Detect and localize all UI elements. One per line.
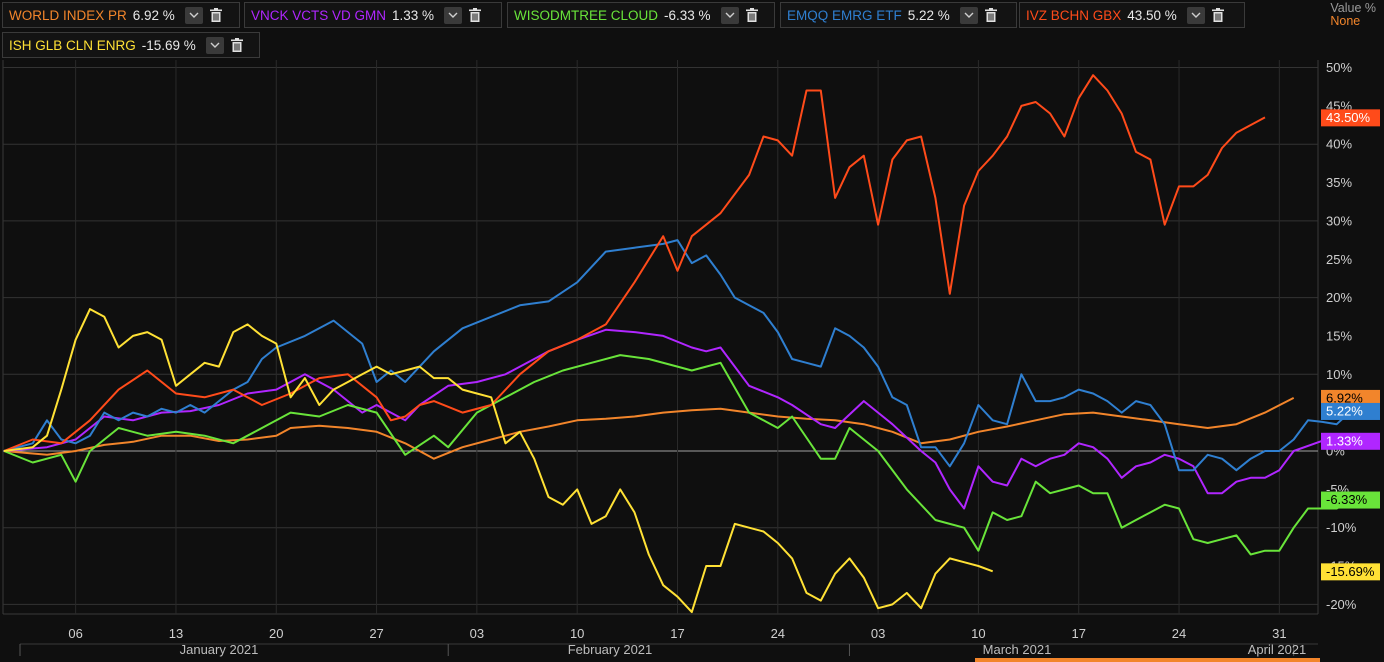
x-tick-label: 24 [771,626,785,641]
x-tick-label: 10 [570,626,584,641]
y-tick-label: 35% [1326,175,1352,190]
x-tick-label: 06 [68,626,82,641]
legend-name: WISODMTREE CLOUD [514,7,659,23]
legend-item-emqq[interactable]: EMQQ EMRG ETF 5.22 % [780,2,1017,28]
end-value-tag [1321,563,1380,581]
x-tick-label: 24 [1172,626,1186,641]
legend-value: 43.50 % [1127,7,1177,23]
y-tick-label: 25% [1326,252,1352,267]
month-label: February 2021 [568,642,653,657]
legend-item-vnck[interactable]: VNCK VCTS VD GMN 1.33 % [244,2,502,28]
x-tick-label: 03 [470,626,484,641]
legend-item-ivz[interactable]: IVZ BCHN GBX 43.50 % [1019,2,1245,28]
y-tick-label: 30% [1326,213,1352,228]
end-value-tag [1321,491,1380,509]
end-value-label: 5.22% [1326,403,1363,418]
x-tick-label: 13 [169,626,183,641]
month-highlight [975,658,1320,662]
legend-value: 5.22 % [907,7,950,23]
end-value-tag [1321,432,1380,450]
series-line-vnck-vcts-vd-gmn [3,328,1323,510]
legend-value: -15.69 % [141,37,196,53]
y-tick-label: -10% [1326,520,1357,535]
y-tick-label: 50% [1326,60,1352,75]
y-tick-label: 20% [1326,290,1352,305]
end-value-tag [1321,402,1380,420]
trash-icon[interactable] [1211,7,1225,23]
series-line-ivz-bchn-gbx [3,74,1266,452]
chevron-down-icon[interactable] [444,6,463,24]
x-tick-label: 27 [369,626,383,641]
series-line-ish-glb-cln-enrg [3,308,994,614]
y-tick-label: 40% [1326,137,1352,152]
y-tick-label: 10% [1326,367,1352,382]
legend-name: EMQQ EMRG ETF [787,7,902,23]
legend-item-wisdomtree[interactable]: WISODMTREE CLOUD -6.33 % [507,2,775,28]
legend-name: VNCK VCTS VD GMN [251,7,387,23]
chevron-down-icon[interactable] [720,6,739,24]
end-value-label: 1.33% [1326,433,1363,448]
month-label: March 2021 [983,642,1052,657]
end-value-label: 6.92% [1326,390,1363,405]
month-label: January 2021 [180,642,259,657]
y-tick-label: -20% [1326,597,1357,612]
x-tick-label: 17 [670,626,684,641]
end-value-tag [1321,389,1380,407]
chevron-down-icon[interactable] [184,6,203,24]
series-line-world-index-pr [3,397,1295,460]
x-tick-label: 20 [269,626,283,641]
end-value-label: 43.50% [1326,110,1371,125]
trash-icon[interactable] [745,7,759,23]
legend-item-world-index[interactable]: WORLD INDEX PR 6.92 % [2,2,240,28]
trash-icon[interactable] [230,37,244,53]
legend-item-ish[interactable]: ISH GLB CLN ENRG -15.69 % [2,32,260,58]
chevron-down-icon[interactable] [959,6,978,24]
end-value-tag [1321,109,1380,127]
trash-icon[interactable] [468,7,482,23]
month-label: April 2021 [1248,642,1307,657]
legend-name: IVZ BCHN GBX [1026,7,1122,23]
x-tick-label: 03 [871,626,885,641]
trash-icon[interactable] [209,7,223,23]
chevron-down-icon[interactable] [1186,6,1205,24]
x-tick-label: 10 [971,626,985,641]
value-mode-label: Value % [1330,1,1376,15]
x-tick-label: 17 [1071,626,1085,641]
end-value-label: -15.69% [1326,564,1375,579]
legend-value: 6.92 % [132,7,175,23]
value-mode-selector[interactable]: Value % None [1330,2,1376,28]
series-line-wisodmtree-cloud [3,354,1352,556]
series-line-emqq-emrg-etf [3,239,1352,472]
y-tick-label: 15% [1326,328,1352,343]
x-tick-label: 31 [1272,626,1286,641]
legend-name: WORLD INDEX PR [9,7,127,23]
trash-icon[interactable] [984,7,998,23]
chevron-down-icon[interactable] [205,36,224,54]
legend-name: ISH GLB CLN ENRG [9,37,136,53]
end-value-label: -6.33% [1326,492,1368,507]
legend-value: -6.33 % [664,7,711,23]
legend-value: 1.33 % [392,7,435,23]
value-mode-setting[interactable]: None [1330,14,1361,28]
